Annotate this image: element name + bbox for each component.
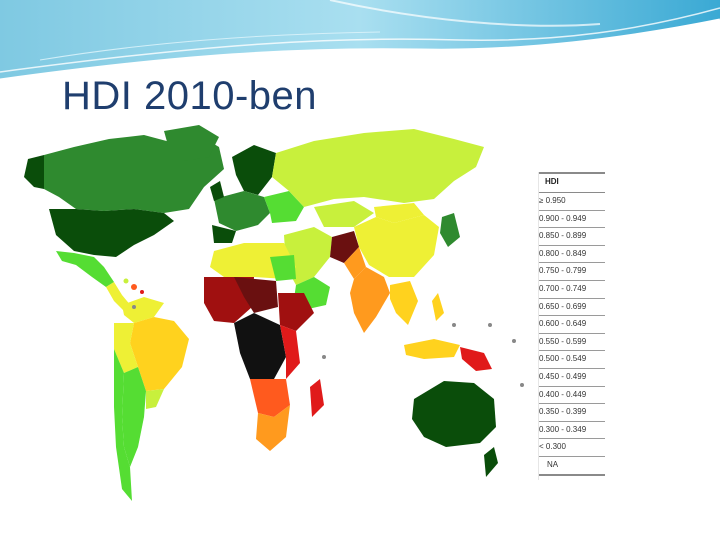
china <box>354 215 439 277</box>
legend-row: < 0.300 <box>539 438 605 457</box>
hdi-legend: HDI ≥ 0.950 0.900 - 0.949 0.850 - 0.899 0.8… <box>538 172 605 480</box>
legend-row: ≥ 0.950 <box>539 192 605 211</box>
legend-row-label: NA <box>547 460 559 469</box>
legend-row-label: 0.900 - 0.949 <box>539 213 587 223</box>
caribbean-island <box>123 278 129 284</box>
world-hdi-map <box>24 125 524 501</box>
horn-of-africa <box>278 293 314 331</box>
legend-row-label: 0.800 - 0.849 <box>539 248 587 258</box>
legend-row: 0.500 - 0.549 <box>539 350 605 369</box>
legend-row-label: 0.400 - 0.449 <box>539 389 587 399</box>
australia <box>412 381 496 447</box>
indonesia <box>404 339 460 359</box>
eastern-europe <box>264 191 304 223</box>
india <box>350 267 390 333</box>
legend-row: 0.600 - 0.649 <box>539 315 605 334</box>
uruguay <box>146 389 164 409</box>
sahel <box>234 277 278 313</box>
legend-row-label: 0.600 - 0.649 <box>539 319 587 329</box>
legend-row-label: 0.500 - 0.549 <box>539 354 587 364</box>
legend-row: 0.400 - 0.449 <box>539 386 605 405</box>
pacific-island <box>520 383 524 387</box>
legend-row: NA <box>539 456 605 475</box>
central-africa <box>234 313 286 379</box>
legend-row: 0.550 - 0.599 <box>539 333 605 352</box>
legend-header-label: HDI <box>545 177 559 186</box>
legend-row-label: 0.350 - 0.399 <box>539 407 587 417</box>
scandinavia <box>232 145 276 195</box>
alaska <box>24 155 44 189</box>
papua-new-guinea <box>460 347 492 371</box>
east-africa <box>280 325 300 379</box>
russia <box>272 129 484 207</box>
southern-africa-north <box>250 379 290 417</box>
legend-row-label: 0.850 - 0.899 <box>539 231 587 241</box>
pacific-island <box>452 323 456 327</box>
south-africa <box>256 405 290 451</box>
uk <box>210 181 224 201</box>
argentina <box>122 367 146 467</box>
kazakhstan <box>314 201 374 227</box>
philippines <box>432 293 444 321</box>
legend-row-label: 0.700 - 0.749 <box>539 284 587 293</box>
peru-bolivia <box>114 323 138 373</box>
usa <box>49 209 174 257</box>
middle-east <box>284 227 332 285</box>
header-wave-decoration <box>0 0 720 82</box>
iran-afghanistan <box>330 231 359 263</box>
pakistan <box>344 247 366 279</box>
pacific-island <box>322 355 326 359</box>
madagascar <box>310 379 324 417</box>
legend-bottom-rule <box>539 473 605 476</box>
western-europe <box>214 191 270 231</box>
legend-row: 0.900 - 0.949 <box>539 210 605 229</box>
mexico <box>56 251 114 287</box>
slide-title: HDI 2010-ben <box>62 74 318 118</box>
legend-row: 0.750 - 0.799 <box>539 262 605 281</box>
caribbean-island <box>140 290 144 294</box>
korea-japan <box>440 213 460 247</box>
greenland <box>164 125 219 161</box>
legend-row-label: 0.450 - 0.499 <box>539 372 587 381</box>
legend-row-label: 0.550 - 0.599 <box>539 336 587 346</box>
legend-row: 0.450 - 0.499 <box>539 368 605 387</box>
legend-row-label: 0.750 - 0.799 <box>539 266 587 276</box>
legend-row: 0.350 - 0.399 <box>539 403 605 422</box>
southeast-asia <box>390 281 418 325</box>
legend-row-label: ≥ 0.950 <box>539 196 566 205</box>
legend-row: 0.850 - 0.899 <box>539 227 605 246</box>
pacific-island <box>512 339 516 343</box>
legend-row: 0.650 - 0.699 <box>539 298 605 317</box>
egypt <box>270 255 296 281</box>
legend-row: 0.700 - 0.749 <box>539 280 605 299</box>
mongolia <box>374 203 424 223</box>
pacific-island <box>132 305 136 309</box>
colombia-venezuela <box>122 297 164 323</box>
legend-row-label: 0.650 - 0.699 <box>539 301 587 311</box>
legend-row: 0.800 - 0.849 <box>539 245 605 264</box>
legend-header: HDI <box>539 172 605 193</box>
legend-row-label: < 0.300 <box>539 442 566 452</box>
legend-row-label: 0.300 - 0.349 <box>539 424 587 434</box>
iberia <box>212 225 236 243</box>
brazil <box>130 317 189 391</box>
caribbean-island <box>131 284 137 290</box>
chile <box>114 349 132 501</box>
new-zealand <box>484 447 498 477</box>
pacific-island <box>488 323 492 327</box>
legend-row: 0.300 - 0.349 <box>539 421 605 440</box>
